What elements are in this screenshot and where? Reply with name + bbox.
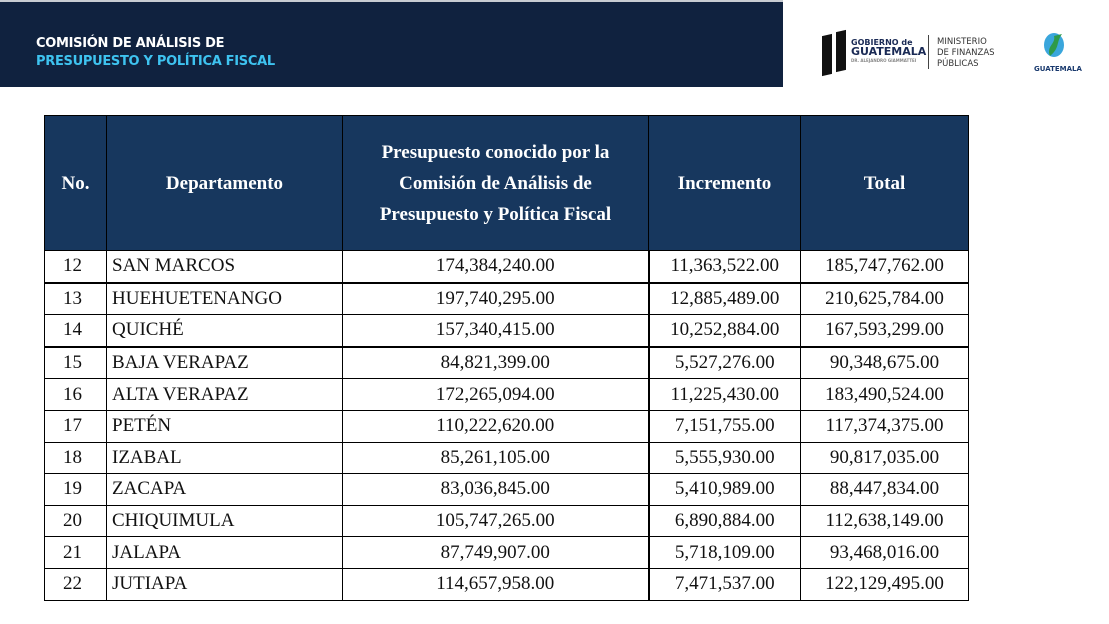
cell-total: 210,625,784.00 (800, 282, 969, 316)
cell-presupuesto: 174,384,240.00 (342, 249, 650, 284)
cell-departamento: QUICHÉ (106, 314, 343, 348)
col-header-incremento: Incremento (648, 115, 801, 251)
cell-incremento: 7,151,755.00 (648, 409, 801, 443)
cell-presupuesto: 87,749,907.00 (342, 536, 650, 569)
cell-departamento: CHIQUIMULA (106, 504, 343, 538)
col-header-no: No. (44, 115, 107, 251)
gobierno-subtext: DR. ALEJANDRO GIAMMATTEI (851, 58, 917, 63)
cell-total: 122,129,495.00 (800, 567, 969, 601)
table-row: 18 IZABAL 85,261,105.00 5,555,930.00 90,817,… (44, 441, 969, 475)
cell-departamento: IZABAL (106, 441, 343, 475)
cell-incremento: 12,885,489.00 (648, 282, 801, 316)
header-title-line2: PRESUPUESTO Y POLÍTICA FISCAL (36, 54, 275, 69)
table-row: 17 PETÉN 110,222,620.00 7,151,755.00 117,374… (44, 409, 969, 443)
cell-presupuesto: 114,657,958.00 (342, 567, 650, 601)
cell-incremento: 5,410,989.00 (648, 473, 801, 506)
cell-presupuesto: 197,740,295.00 (342, 282, 650, 316)
table-row: 19 ZACAPA 83,036,845.00 5,410,989.00 88,447,… (44, 473, 969, 506)
table-row: 13 HUEHUETENANGO 197,740,295.00 12,885,489.… (44, 282, 969, 316)
cell-row-number: 22 (44, 567, 107, 601)
cell-row-number: 18 (44, 441, 107, 475)
cell-presupuesto: 84,821,399.00 (342, 346, 650, 380)
table-header-row: No. Departamento Presupuesto conocido po… (44, 115, 969, 251)
col-header-total: Total (800, 115, 969, 251)
cell-presupuesto: 157,340,415.00 (342, 314, 650, 348)
cell-presupuesto: 110,222,620.00 (342, 409, 650, 443)
cell-total: 185,747,762.00 (800, 249, 969, 284)
budget-table: No. Departamento Presupuesto conocido po… (44, 115, 969, 601)
cell-row-number: 12 (44, 249, 107, 284)
cell-departamento: ZACAPA (106, 473, 343, 506)
cell-incremento: 5,527,276.00 (648, 346, 801, 380)
cell-row-number: 17 (44, 409, 107, 443)
cell-presupuesto: 85,261,105.00 (342, 441, 650, 475)
logo-divider (928, 35, 929, 69)
col-header-presupuesto: Presupuesto conocido por la Comisión de … (342, 115, 649, 251)
cell-incremento: 5,718,109.00 (648, 536, 801, 569)
cell-row-number: 21 (44, 536, 107, 569)
cell-incremento: 10,252,884.00 (648, 314, 801, 348)
gobierno-logo: GOBIERNO de GUATEMALA DR. ALEJANDRO GIAM… (851, 38, 926, 65)
cell-presupuesto: 105,747,265.00 (342, 504, 650, 538)
cell-row-number: 16 (44, 378, 107, 411)
cell-total: 183,490,524.00 (800, 378, 969, 411)
ministerio-line3: PÚBLICAS (937, 59, 979, 69)
guatemala-text: GUATEMALA (851, 45, 927, 58)
cell-departamento: SAN MARCOS (106, 249, 343, 284)
cell-total: 167,593,299.00 (800, 314, 969, 348)
cell-incremento: 5,555,930.00 (648, 441, 801, 475)
bicentenario-text: GUATEMALA (1034, 65, 1082, 73)
cell-row-number: 20 (44, 504, 107, 538)
cell-departamento: JUTIAPA (106, 567, 343, 601)
table-row: 21 JALAPA 87,749,907.00 5,718,109.00 93,468,… (44, 536, 969, 569)
cell-presupuesto: 172,265,094.00 (342, 378, 650, 411)
cell-total: 90,348,675.00 (800, 346, 969, 380)
table-row: 22 JUTIAPA 114,657,958.00 7,471,537.00 122,1… (44, 567, 969, 601)
table-row: 16 ALTA VERAPAZ 172,265,094.00 11,225,430.0… (44, 378, 969, 411)
table-row: 20 CHIQUIMULA 105,747,265.00 6,890,884.00 11… (44, 504, 969, 538)
bicentenario-emblem-icon (1044, 33, 1064, 57)
header-banner: COMISIÓN DE ANÁLISIS DE PRESUPUESTO Y PO… (0, 0, 783, 87)
cell-incremento: 6,890,884.00 (648, 504, 801, 538)
table-row: 12 SAN MARCOS 174,384,240.00 11,363,522.00 1… (44, 249, 969, 284)
cell-total: 88,447,834.00 (800, 473, 969, 506)
cell-incremento: 11,363,522.00 (648, 249, 801, 284)
ministerio-logo: MINISTERIO DE FINANZAS PÚBLICAS (937, 37, 995, 70)
col-header-departamento: Departamento (106, 115, 343, 251)
cell-departamento: HUEHUETENANGO (106, 282, 343, 316)
header-title-line1: COMISIÓN DE ANÁLISIS DE (36, 36, 225, 51)
cell-row-number: 15 (44, 346, 107, 380)
cell-departamento: BAJA VERAPAZ (106, 346, 343, 380)
cell-incremento: 7,471,537.00 (648, 567, 801, 601)
cell-departamento: ALTA VERAPAZ (106, 378, 343, 411)
cell-row-number: 13 (44, 282, 107, 316)
gobierno-text: GOBIERNO de (851, 38, 913, 47)
bicentenario-logo: GUATEMALA (1034, 32, 1082, 73)
cell-departamento: JALAPA (106, 536, 343, 569)
cell-row-number: 14 (44, 314, 107, 348)
cell-departamento: PETÉN (106, 409, 343, 443)
cell-row-number: 19 (44, 473, 107, 506)
cell-total: 93,468,016.00 (800, 536, 969, 569)
table-row: 15 BAJA VERAPAZ 84,821,399.00 5,527,276.00 9… (44, 346, 969, 380)
ministerio-line1: MINISTERIO (937, 37, 987, 47)
ministerio-line2: DE FINANZAS (937, 48, 995, 58)
cell-total: 117,374,375.00 (800, 409, 969, 443)
cell-total: 112,638,149.00 (800, 504, 969, 538)
cell-incremento: 11,225,430.00 (648, 378, 801, 411)
cell-presupuesto: 83,036,845.00 (342, 473, 650, 506)
cell-total: 90,817,035.00 (800, 441, 969, 475)
table-row: 14 QUICHÉ 157,340,415.00 10,252,884.00 167,5… (44, 314, 969, 348)
